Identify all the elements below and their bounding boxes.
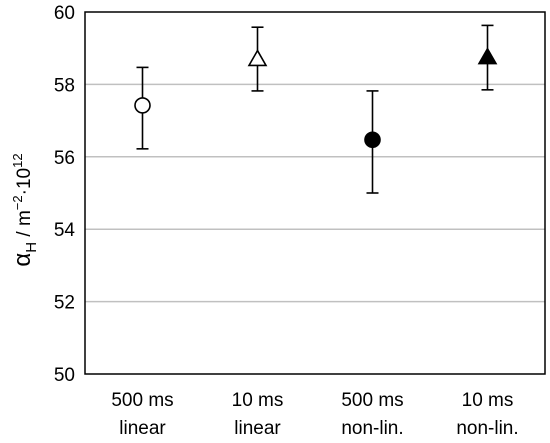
y-tick-label: 60 — [54, 3, 75, 24]
y-tick-labels: 50 52 54 56 58 60 — [54, 3, 76, 386]
y-axis-subscript: H — [23, 242, 40, 253]
data-point-circle — [134, 97, 151, 114]
y-tick-label: 50 — [54, 365, 75, 386]
data-markers — [134, 47, 498, 149]
data-point-triangle — [477, 47, 498, 65]
category-labels: 500 ms linear 10 ms linear 500 ms non-lin. 10 … — [111, 390, 518, 439]
plot-area-frame — [84, 11, 546, 375]
y-axis-unit-exponent-2: 12 — [10, 153, 25, 167]
category-label-line1: 10 ms — [232, 390, 284, 411]
category-label-line1: 500 ms — [341, 390, 403, 411]
y-axis-symbol: α — [9, 253, 36, 267]
category-label-line2: non-lin. — [341, 418, 403, 439]
category-label-line2: non-lin. — [456, 418, 518, 439]
grid-lines — [85, 83, 545, 303]
category-label-line2: linear — [119, 418, 166, 439]
y-tick-label: 52 — [54, 293, 75, 314]
y-tick-label: 54 — [54, 220, 76, 241]
y-tick-label: 58 — [54, 75, 75, 96]
y-tick-label: 56 — [54, 148, 75, 169]
category-label-line1: 500 ms — [111, 390, 173, 411]
error-bars — [136, 24, 494, 194]
category-label-line1: 10 ms — [462, 390, 514, 411]
y-axis-label: αH / m−2·1012 — [9, 153, 40, 266]
y-axis-unit-multiplier: ·10 — [14, 168, 35, 195]
y-axis-unit: / m — [14, 210, 35, 242]
category-label-line2: linear — [234, 418, 281, 439]
data-point-circle — [364, 131, 381, 149]
data-point-triangle — [247, 48, 268, 67]
y-axis-unit-exponent: −2 — [10, 195, 25, 210]
